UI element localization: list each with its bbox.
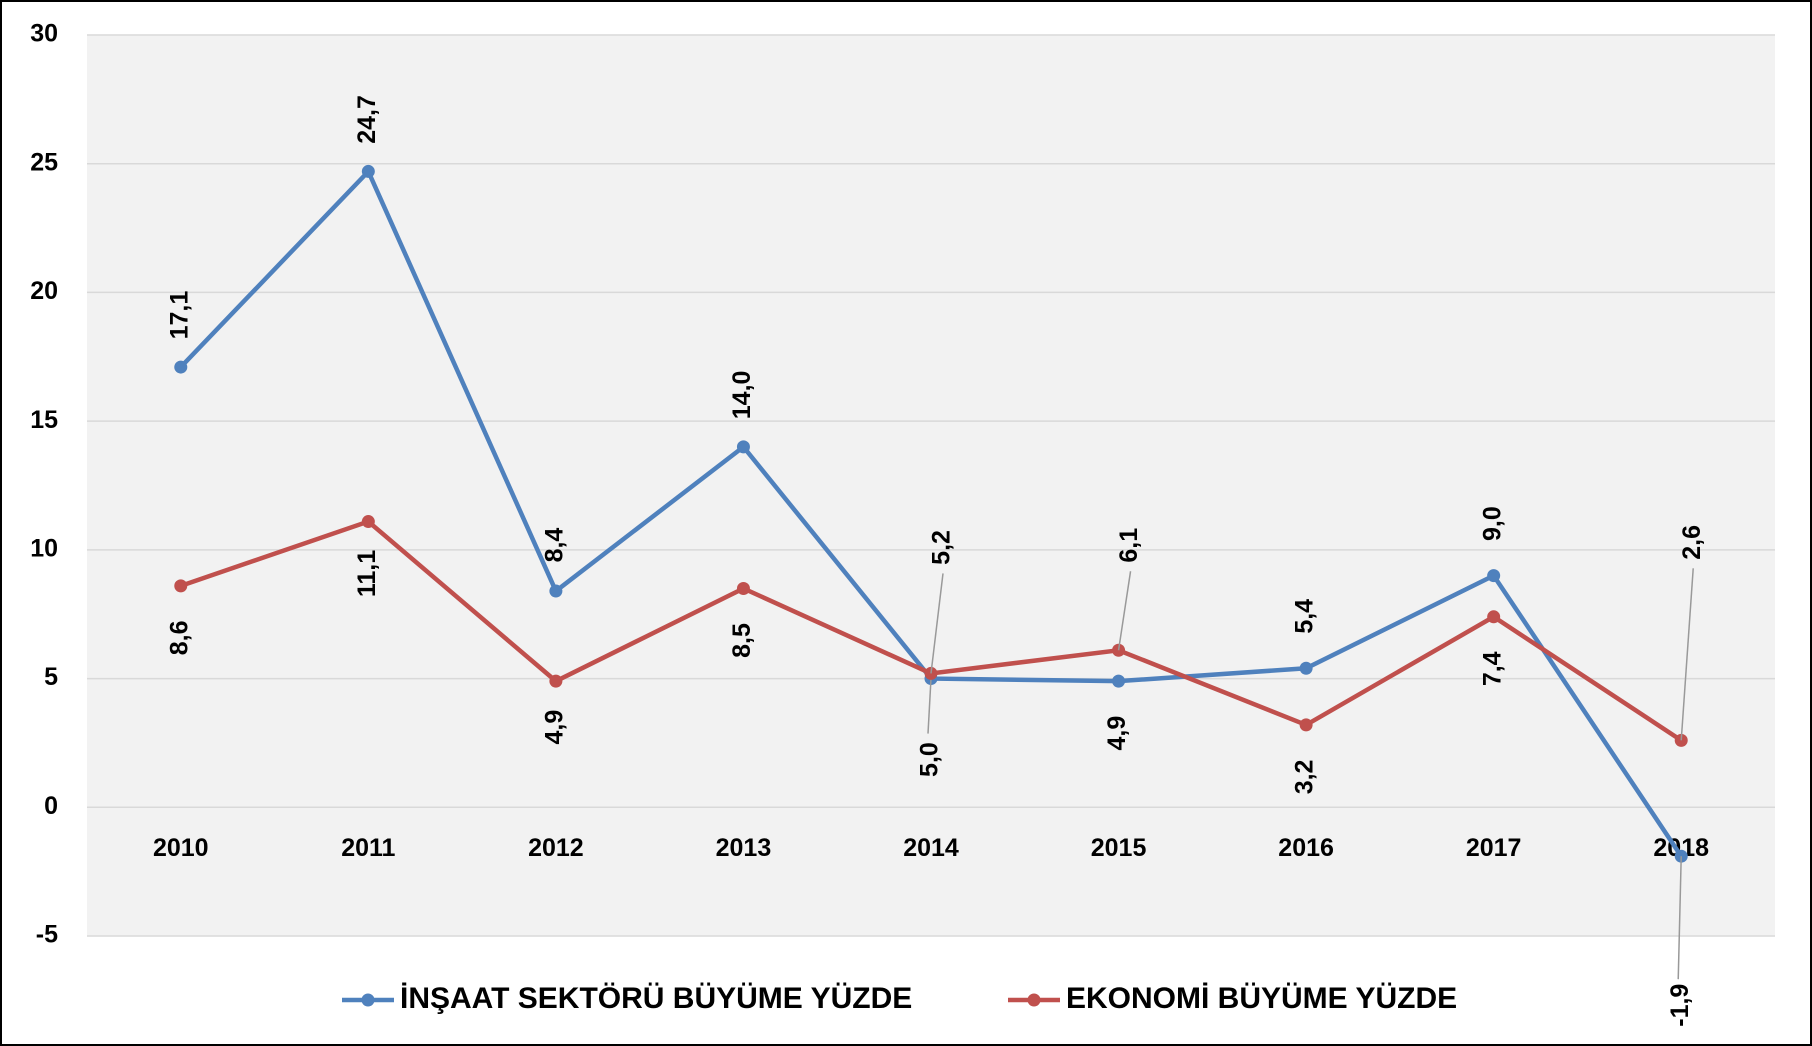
data-label: -1,9	[1666, 984, 1694, 1027]
y-tick-label: 15	[30, 406, 58, 434]
leader-line	[1677, 856, 1682, 980]
data-label: 2,6	[1678, 525, 1706, 560]
data-point	[174, 579, 188, 593]
data-label: 17,1	[165, 291, 193, 340]
data-point	[924, 666, 938, 680]
x-tick-label: 2010	[153, 834, 209, 862]
data-point	[1487, 569, 1501, 583]
data-label: 8,4	[540, 528, 568, 563]
data-label: 5,0	[916, 742, 944, 777]
legend-marker	[361, 993, 375, 1007]
x-tick-label: 2017	[1466, 834, 1522, 862]
y-tick-label: 10	[30, 534, 58, 562]
data-label: 3,2	[1291, 760, 1319, 795]
leader-line	[1680, 568, 1694, 741]
legend-label: EKONOMİ BÜYÜME YÜZDE	[1066, 982, 1457, 1015]
data-point	[736, 581, 750, 595]
y-tick-label: 30	[30, 20, 58, 48]
x-tick-label: 2014	[903, 834, 959, 862]
leader-line	[1117, 571, 1132, 651]
y-tick-label: -5	[36, 921, 58, 949]
data-point	[549, 674, 563, 688]
data-point	[736, 440, 750, 454]
x-tick-label: 2016	[1278, 834, 1334, 862]
x-tick-label: 2012	[528, 834, 584, 862]
y-tick-label: 25	[30, 148, 58, 176]
data-label: 7,4	[1478, 651, 1506, 686]
data-point	[1487, 610, 1501, 624]
data-label: 11,1	[353, 550, 381, 597]
data-label: 5,2	[928, 530, 956, 565]
y-tick-label: 0	[44, 792, 58, 820]
data-label: 4,9	[1103, 716, 1131, 751]
leader-line	[930, 573, 944, 674]
data-label: 14,0	[728, 371, 756, 420]
x-tick-label: 2013	[716, 834, 772, 862]
data-label: 8,5	[728, 623, 756, 658]
data-point	[1299, 718, 1313, 732]
data-point	[174, 360, 188, 374]
data-point	[549, 584, 563, 598]
y-tick-label: 5	[44, 663, 58, 691]
data-point	[1299, 661, 1313, 675]
data-point	[1112, 674, 1126, 688]
data-label: 4,9	[540, 710, 568, 745]
data-label: 9,0	[1478, 506, 1506, 541]
data-point	[361, 164, 375, 178]
y-tick-label: 20	[30, 277, 58, 305]
x-tick-label: 2011	[341, 834, 395, 862]
plot-area	[87, 35, 1775, 936]
leader-line	[927, 678, 932, 734]
data-label: 6,1	[1115, 528, 1143, 563]
data-label: 5,4	[1291, 599, 1319, 634]
data-point	[361, 515, 375, 529]
x-tick-label: 2015	[1091, 834, 1147, 862]
data-label: 24,7	[353, 95, 381, 144]
data-label: 8,6	[165, 621, 193, 656]
legend-marker	[1027, 993, 1041, 1007]
legend-label: İNŞAAT SEKTÖRÜ BÜYÜME YÜZDE	[400, 982, 912, 1015]
